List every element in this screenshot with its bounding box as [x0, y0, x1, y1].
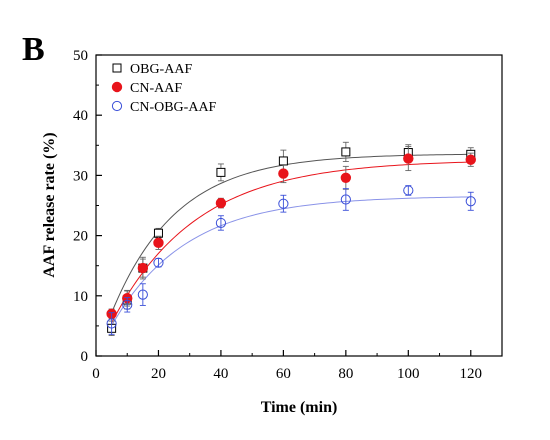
fit-curve-cn-aaf — [111, 161, 471, 324]
point-cn-aaf — [215, 197, 227, 209]
point-obg-aaf — [278, 156, 288, 166]
point-cn-obg-aaf — [403, 185, 414, 196]
x-axis: 0 20 40 60 80 100 120 — [92, 350, 482, 382]
y-axis: 0 10 20 30 40 50 — [73, 48, 102, 365]
point-cn-obg-aaf — [122, 299, 133, 310]
data-points — [106, 141, 476, 336]
x-tick-label: 0 — [92, 366, 100, 382]
y-tick-label: 20 — [73, 229, 88, 245]
legend-label-cn-obg-aaf: CN-OBG-AAF — [130, 100, 217, 115]
point-cn-obg-aaf — [278, 198, 289, 209]
point-cn-aaf — [403, 153, 414, 164]
point-cn-aaf — [278, 168, 289, 179]
x-tick-label: 120 — [460, 366, 483, 382]
point-cn-aaf — [137, 262, 149, 274]
y-tick-label: 50 — [73, 48, 88, 64]
fit-curves — [111, 153, 471, 326]
x-tick-label: 60 — [276, 366, 291, 382]
x-tick-label: 80 — [338, 366, 353, 382]
point-cn-obg-aaf — [106, 318, 117, 329]
point-cn-aaf — [153, 237, 164, 249]
x-axis-label: Time (min) — [261, 399, 338, 416]
legend-marker-obg-aaf — [112, 63, 122, 73]
point-cn-obg-aaf — [340, 194, 351, 205]
y-tick-label: 10 — [73, 289, 88, 305]
legend-label-cn-aaf: CN-AAF — [130, 81, 182, 96]
y-tick-label: 40 — [73, 108, 88, 124]
point-obg-aaf — [216, 167, 226, 177]
x-tick-label: 40 — [213, 366, 228, 382]
point-cn-aaf — [340, 172, 352, 184]
point-cn-obg-aaf — [465, 196, 476, 207]
legend-label-obg-aaf: OBG-AAF — [130, 62, 192, 77]
point-cn-obg-aaf — [153, 257, 164, 268]
panel-label: B — [22, 31, 45, 68]
point-cn-aaf — [465, 154, 476, 165]
legend: OBG-AAF CN-AAF CN-OBG-AAF — [111, 62, 217, 115]
fit-curve-obg-aaf — [111, 153, 471, 314]
point-obg-aaf — [341, 147, 351, 157]
point-cn-obg-aaf — [137, 289, 148, 300]
fit-curve-cn-obg-aaf — [111, 196, 471, 326]
x-tick-label: 100 — [397, 366, 420, 382]
y-tick-label: 0 — [81, 349, 89, 365]
point-cn-obg-aaf — [215, 217, 227, 229]
y-axis-label: AAF release rate (%) — [41, 132, 58, 277]
legend-marker-cn-aaf — [111, 81, 123, 93]
y-tick-label: 30 — [73, 168, 88, 184]
x-tick-label: 20 — [151, 366, 166, 382]
legend-marker-cn-obg-aaf — [111, 100, 123, 112]
